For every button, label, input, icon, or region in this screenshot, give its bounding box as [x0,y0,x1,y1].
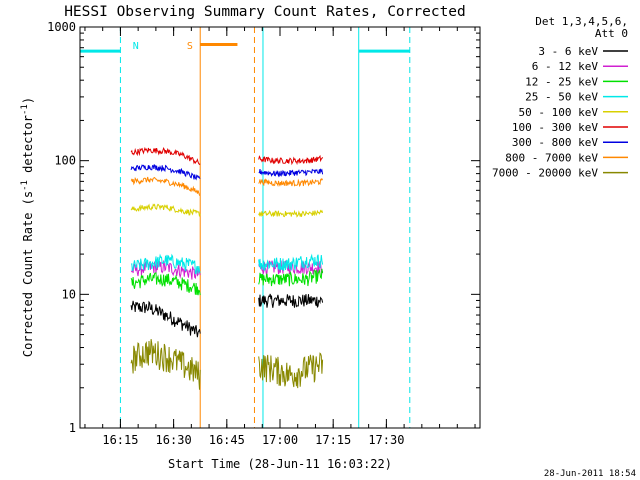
y-axis-label-part: detector [21,115,35,180]
series-line [258,352,324,389]
legend-item-label: 7000 - 20000 keV [492,167,598,180]
x-tick-label: 16:15 [102,433,138,447]
series-line [258,253,324,271]
legend-header: Att 0 [595,27,628,40]
series-line [258,268,324,287]
marker-label: S [187,41,193,52]
y-tick-label: 1 [69,421,76,435]
series-line [130,163,201,181]
series-line [258,209,324,218]
x-axis-label: Start Time (28-Jun-11 16:03:22) [168,457,392,471]
series-line [130,176,201,196]
legend-item-label: 12 - 25 keV [525,75,598,88]
y-tick-label: 1000 [47,20,76,34]
legend-item-label: 50 - 100 keV [519,106,599,119]
x-tick-label: 16:30 [156,433,192,447]
y-axis-label-part: ) [21,97,35,104]
legend-header: Det 1,3,4,5,6, [535,15,628,28]
legend-item-label: 3 - 6 keV [538,45,598,58]
y-axis-label-part: Corrected Count Rate (s [21,191,35,357]
legend-item-label: 100 - 300 keV [512,121,598,134]
series-line [130,146,201,166]
legend: Det 1,3,4,5,6, Att 0 3 - 6 keV 6 - 12 keV… [492,15,628,180]
series-line [130,253,201,275]
x-tick-label: 17:15 [315,433,351,447]
y-axis-label: Corrected Count Rate (s-1 detector-1) [20,97,35,357]
plot-frame [79,26,481,429]
y-axis-label-exp: -1 [20,180,30,191]
x-tick-label: 17:00 [262,433,298,447]
plot-area: N S 1 10 100 1000 16:15 16:30 16:45 17:00 17:15 17:… [47,20,481,447]
y-tick-label: 10 [62,287,76,301]
series-line [130,203,201,217]
marker-label: N [133,41,139,52]
series-line [258,168,324,178]
x-tick-label: 17:30 [368,433,404,447]
x-tick-label: 16:45 [209,433,245,447]
timestamp: 28-Jun-2011 18:54 [544,469,636,479]
series-line [258,178,324,188]
series-line [130,339,201,390]
legend-item-label: 25 - 50 keV [525,91,598,104]
legend-item-label: 6 - 12 keV [532,60,599,73]
series-line [258,293,324,308]
y-tick-label: 100 [54,154,76,168]
y-axis-label-exp: -1 [20,104,30,115]
series-line [131,259,201,280]
series-line [130,272,201,296]
series-line [130,300,201,338]
series-line [258,154,324,166]
legend-item-label: 800 - 7000 keV [505,151,598,164]
chart-title: HESSI Observing Summary Count Rates, Cor… [64,4,466,20]
legend-item-label: 300 - 800 keV [512,136,598,149]
